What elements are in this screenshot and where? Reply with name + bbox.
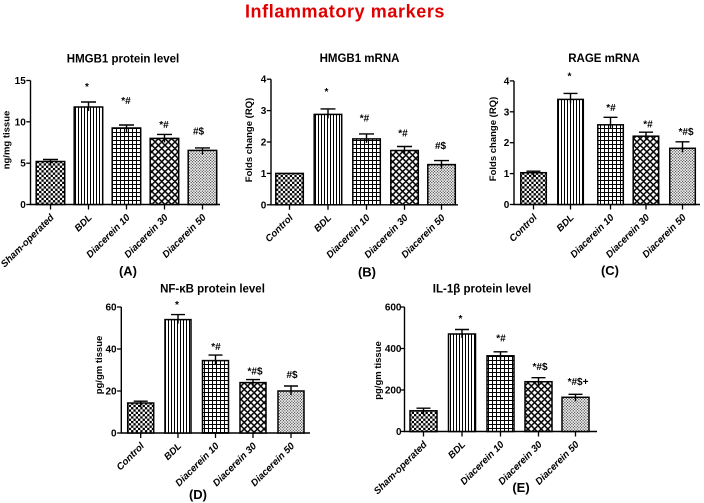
svg-text:*#: *# [496, 334, 506, 345]
svg-text:*#$: *#$ [247, 367, 262, 378]
svg-text:Folds change (RQ): Folds change (RQ) [488, 97, 499, 181]
svg-text:Inflammatory markers: Inflammatory markers [245, 2, 445, 22]
svg-text:*: * [568, 72, 572, 83]
svg-text:pg/gm tissue: pg/gm tissue [94, 336, 105, 395]
svg-text:RAGE mRNA: RAGE mRNA [568, 53, 640, 65]
svg-text:0: 0 [396, 427, 402, 438]
svg-text:*#: *# [360, 114, 370, 125]
svg-text:5: 5 [20, 159, 26, 170]
svg-text:*#: *# [398, 129, 408, 140]
svg-text:#$: #$ [286, 370, 298, 381]
svg-text:3: 3 [261, 106, 267, 117]
svg-text:2: 2 [504, 138, 510, 149]
svg-text:(D): (D) [189, 487, 207, 502]
svg-text:20: 20 [105, 387, 117, 398]
svg-text:*#$: *#$ [532, 362, 547, 373]
svg-text:*: * [459, 314, 463, 325]
svg-text:3: 3 [504, 107, 510, 118]
svg-text:*: * [325, 87, 329, 98]
svg-text:ng/mg tissue: ng/mg tissue [2, 111, 13, 170]
svg-text:*: * [85, 82, 89, 93]
svg-text:HMGB1 protein level: HMGB1 protein level [67, 54, 179, 66]
svg-text:*#: *# [121, 96, 131, 107]
svg-text:*#$: *#$ [678, 127, 693, 138]
svg-text:4: 4 [261, 75, 267, 86]
svg-text:pg/gm tissue: pg/gm tissue [373, 341, 384, 400]
svg-text:0: 0 [261, 200, 267, 211]
svg-text:(E): (E) [512, 480, 529, 495]
svg-text:1: 1 [261, 169, 267, 180]
svg-text:0: 0 [504, 200, 510, 211]
svg-text:0: 0 [111, 429, 117, 440]
svg-text:#$: #$ [435, 141, 447, 152]
svg-text:(A): (A) [119, 264, 137, 279]
svg-text:*#: *# [606, 103, 616, 114]
svg-text:(C): (C) [601, 263, 619, 278]
svg-text:15: 15 [15, 76, 27, 87]
svg-text:1: 1 [504, 169, 510, 180]
svg-text:*#: *# [643, 120, 653, 131]
svg-text:#$: #$ [193, 127, 205, 138]
svg-text:2: 2 [261, 138, 267, 149]
svg-text:600: 600 [385, 303, 402, 314]
svg-text:*: * [175, 300, 179, 311]
svg-text:60: 60 [105, 303, 117, 314]
svg-text:400: 400 [385, 344, 402, 355]
svg-text:200: 200 [385, 386, 402, 397]
svg-text:0: 0 [20, 200, 26, 211]
svg-text:4: 4 [504, 76, 510, 87]
svg-text:*#: *# [211, 342, 221, 353]
svg-text:40: 40 [105, 345, 117, 356]
svg-text:10: 10 [15, 117, 27, 128]
svg-text:*#: *# [159, 120, 169, 131]
svg-text:IL-1β protein level: IL-1β protein level [433, 284, 531, 296]
svg-text:HMGB1 mRNA: HMGB1 mRNA [320, 53, 400, 65]
svg-text:Folds change (RQ): Folds change (RQ) [244, 98, 255, 182]
svg-text:(B): (B) [358, 265, 376, 280]
svg-text:NF-κB protein level: NF-κB protein level [160, 284, 265, 296]
svg-text:*#$+: *#$+ [568, 377, 589, 388]
